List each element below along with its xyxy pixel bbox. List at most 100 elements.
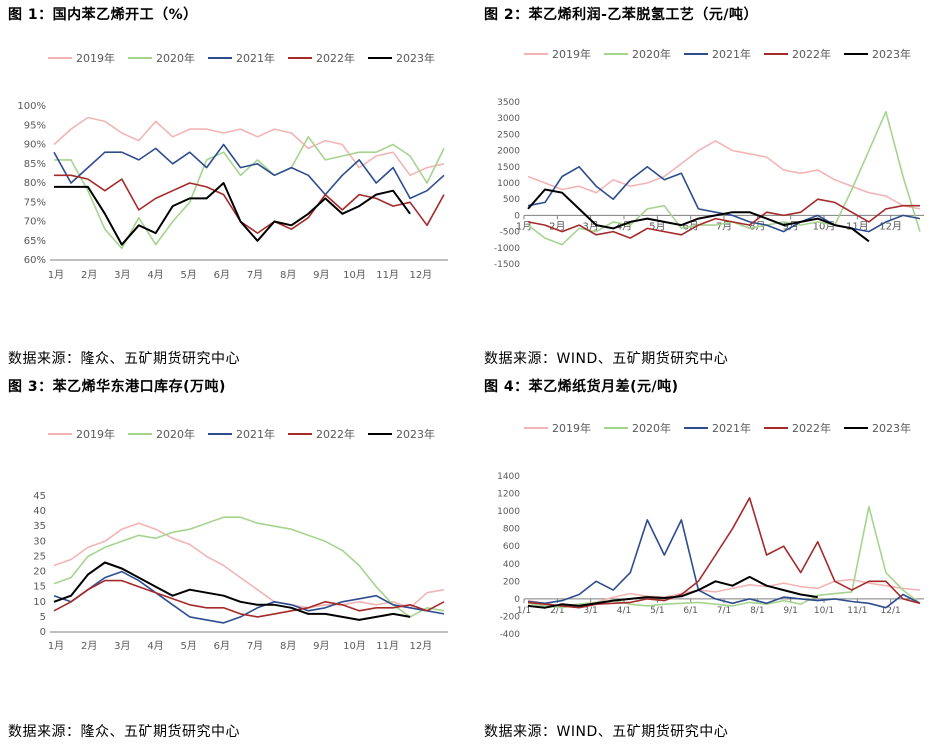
legend-item-2023: 2023年: [368, 427, 435, 441]
x-tick-label: 2月: [81, 269, 97, 281]
legend-item-2022: 2022年: [764, 421, 831, 435]
series-line-2021: [53, 570, 445, 624]
y-tick-label: -1500: [494, 260, 520, 270]
y-tick-label: 90%: [24, 140, 46, 151]
series-line-2021: [527, 519, 921, 609]
x-tick-label: 2/1: [550, 606, 564, 616]
x-tick-label: 6/1: [683, 606, 697, 616]
x-tick-label: 1月: [48, 640, 64, 652]
x-tick-label: 4月: [147, 269, 163, 281]
y-tick-label: 5: [40, 612, 46, 623]
legend-label: 2023年: [872, 47, 911, 61]
x-tick-label: 5月: [180, 640, 196, 652]
x-tick-label: 9月: [313, 640, 329, 652]
chart-title: 图 1：国内苯乙烯开工（%）: [8, 7, 198, 23]
legend-item-2019: 2019年: [524, 421, 591, 435]
y-tick-label: 1000: [497, 179, 520, 189]
y-tick-label: 200: [503, 577, 520, 587]
y-tick-label: -200: [500, 612, 521, 622]
chart-source: 数据来源：隆众、五矿期货研究中心: [8, 724, 240, 740]
legend-item-2022: 2022年: [288, 51, 355, 65]
x-tick-label: 7月: [247, 640, 263, 652]
legend-item-2020: 2020年: [128, 51, 195, 65]
chart-title: 图 4：苯乙烯纸货月差(元/吨): [484, 379, 679, 395]
legend-label: 2022年: [792, 47, 831, 61]
x-tick-label: 4/1: [617, 606, 631, 616]
chart-source: 数据来源：WIND、五矿期货研究中心: [484, 351, 729, 367]
x-tick-label: 12月: [879, 220, 902, 232]
legend-label: 2023年: [396, 427, 435, 441]
legend-item-2023: 2023年: [844, 421, 911, 435]
y-tick-label: 3500: [497, 98, 520, 108]
x-tick-label: 6月: [214, 640, 230, 652]
x-tick-label: 7月: [247, 269, 263, 281]
legend-item-2021: 2021年: [208, 51, 275, 65]
series-line-2020: [527, 110, 921, 246]
y-tick-label: 95%: [24, 120, 46, 131]
y-tick-label: 25: [33, 551, 46, 562]
y-tick-label: 30: [33, 536, 46, 547]
legend-label: 2021年: [236, 427, 275, 441]
legend-label: 2022年: [316, 427, 355, 441]
series-line-2020: [53, 516, 445, 618]
x-tick-label: 3月: [114, 269, 130, 281]
x-tick-label: 9/1: [783, 606, 797, 616]
line-chart: 2019年 2020年 2021年 2022年 2023年 -400 -200 0 200 400…: [497, 421, 924, 640]
y-tick-label: -500: [500, 228, 521, 238]
series-line-2020: [54, 136, 445, 250]
legend-label: 2023年: [872, 421, 911, 435]
legend-label: 2020年: [632, 47, 671, 61]
series-line-2023: [527, 188, 870, 243]
y-tick-label: 60%: [24, 255, 46, 266]
legend-label: 2019年: [76, 51, 115, 65]
series-line-2020: [527, 505, 921, 609]
y-tick-label: 15: [33, 582, 46, 593]
y-tick-label: 100%: [17, 101, 46, 112]
legend-item-2021: 2021年: [208, 427, 275, 441]
legend-item-2019: 2019年: [524, 47, 591, 61]
series-line-2023: [54, 182, 411, 246]
y-tick-label: 80%: [24, 178, 46, 189]
x-tick-label: 5/1: [650, 606, 664, 616]
legend-label: 2020年: [632, 421, 671, 435]
y-tick-label: 1500: [497, 163, 520, 173]
y-tick-label: 20: [33, 567, 46, 578]
legend-label: 2019年: [552, 47, 591, 61]
legend-item-2023: 2023年: [844, 47, 911, 61]
chart-panel-4: 图 4：苯乙烯纸货月差(元/吨) 2019年 2020年 2021年 2022年 202…: [484, 376, 944, 740]
y-tick-label: 35: [33, 521, 46, 532]
y-tick-label: 10: [33, 597, 46, 608]
y-tick-label: 0: [514, 595, 520, 605]
series-line-2023: [53, 561, 411, 621]
legend-item-2022: 2022年: [764, 47, 831, 61]
y-tick-label: 75%: [24, 197, 46, 208]
legend-item-2021: 2021年: [684, 47, 751, 61]
x-tick-label: 12月: [409, 269, 432, 281]
series-line-2021: [53, 143, 445, 200]
x-tick-label: 8/1: [750, 606, 764, 616]
x-tick-label: 10月: [343, 269, 366, 281]
legend-item-2020: 2020年: [604, 421, 671, 435]
y-tick-label: 85%: [24, 159, 46, 170]
x-tick-label: 12/1: [881, 606, 901, 616]
x-tick-label: 8月: [280, 269, 296, 281]
chart-panel-3: 图 3：苯乙烯华东港口库存(万吨) 2019年 2020年 2021年 2022年 20…: [8, 376, 468, 740]
y-tick-label: 1400: [497, 472, 520, 482]
x-tick-label: 9月: [313, 269, 329, 281]
legend-item-2021: 2021年: [684, 421, 751, 435]
legend-label: 2020年: [156, 51, 195, 65]
legend-item-2022: 2022年: [288, 427, 355, 441]
chart-title: 图 2：苯乙烯利润-乙苯脱氢工艺（元/吨）: [484, 7, 759, 23]
y-tick-label: 40: [33, 506, 46, 517]
x-tick-label: 7/1: [717, 606, 731, 616]
x-tick-label: 1月: [516, 220, 532, 232]
legend-label: 2021年: [712, 47, 751, 61]
x-tick-label: 10/1: [814, 606, 834, 616]
legend-label: 2023年: [396, 51, 435, 65]
y-tick-label: 45: [33, 491, 46, 502]
legend-label: 2022年: [792, 421, 831, 435]
legend-label: 2021年: [712, 421, 751, 435]
y-tick-label: 600: [503, 542, 520, 552]
x-tick-label: 3/1: [583, 606, 597, 616]
x-tick-label: 1月: [48, 269, 64, 281]
